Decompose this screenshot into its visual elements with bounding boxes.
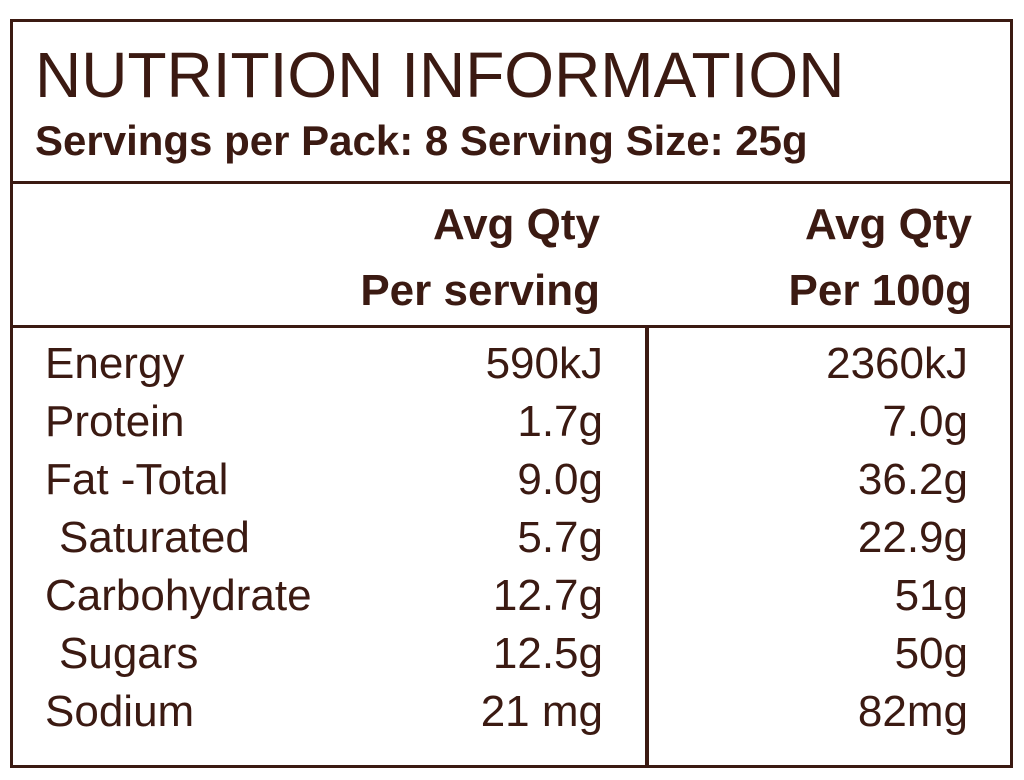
servings-info: Servings per Pack: 8 Serving Size: 25g — [35, 117, 808, 164]
nutrient-per-100g: 22.9g — [857, 513, 968, 562]
nutrient-name: Protein — [45, 397, 185, 446]
nutrient-per-100g: 2360kJ — [826, 339, 968, 388]
nutrient-per-100g: 50g — [894, 629, 968, 678]
nutrient-per-100g: 51g — [894, 571, 968, 620]
nutrient-name: Sodium — [45, 687, 195, 736]
nutrient-table: Energy 590kJ 2360kJ Protein 1.7g 7.0g Fa… — [13, 335, 1010, 741]
column-divider — [645, 328, 649, 768]
nutrient-per-serving: 12.5g — [492, 629, 603, 678]
nutrient-row-sugars: Sugars 12.5g 50g — [13, 625, 1010, 683]
nutrient-per-serving: 9.0g — [517, 455, 603, 504]
nutrient-row-energy: Energy 590kJ 2360kJ — [13, 335, 1010, 393]
nutrient-name: Carbohydrate — [45, 571, 312, 620]
panel-header: NUTRITION INFORMATION Servings per Pack:… — [13, 22, 1010, 184]
per-serving-header-line1: Avg Qty — [432, 200, 600, 249]
nutrient-per-serving: 12.7g — [492, 571, 603, 620]
nutrient-per-serving: 5.7g — [517, 513, 603, 562]
per-100g-header-line1: Avg Qty — [804, 200, 972, 249]
nutrient-row-protein: Protein 1.7g 7.0g — [13, 393, 1010, 451]
per-serving-header: Avg Qty Per serving — [360, 192, 600, 324]
nutrient-per-serving: 21 mg — [480, 687, 603, 736]
nutrient-name: Saturated — [59, 513, 250, 562]
nutrient-per-100g: 36.2g — [857, 455, 968, 504]
column-header: Avg Qty Per serving Avg Qty Per 100g — [13, 184, 1010, 328]
nutrient-per-100g: 82mg — [857, 687, 968, 736]
nutrient-row-saturated: Saturated 5.7g 22.9g — [13, 509, 1010, 567]
nutrient-row-carbohydrate: Carbohydrate 12.7g 51g — [13, 567, 1010, 625]
nutrient-row-sodium: Sodium 21 mg 82mg — [13, 683, 1010, 741]
nutrient-per-serving: 590kJ — [485, 339, 603, 388]
per-100g-header: Avg Qty Per 100g — [789, 192, 972, 324]
nutrient-name: Sugars — [59, 629, 199, 678]
nutrient-name: Energy — [45, 339, 185, 388]
nutrient-per-serving: 1.7g — [517, 397, 603, 446]
per-serving-header-line2: Per serving — [360, 266, 600, 315]
nutrition-panel: NUTRITION INFORMATION Servings per Pack:… — [10, 19, 1013, 768]
nutrient-per-100g: 7.0g — [882, 397, 968, 446]
nutrient-name: Fat -Total — [45, 455, 229, 504]
panel-title: NUTRITION INFORMATION — [35, 39, 845, 111]
nutrient-row-fat-total: Fat -Total 9.0g 36.2g — [13, 451, 1010, 509]
per-100g-header-line2: Per 100g — [788, 266, 972, 315]
